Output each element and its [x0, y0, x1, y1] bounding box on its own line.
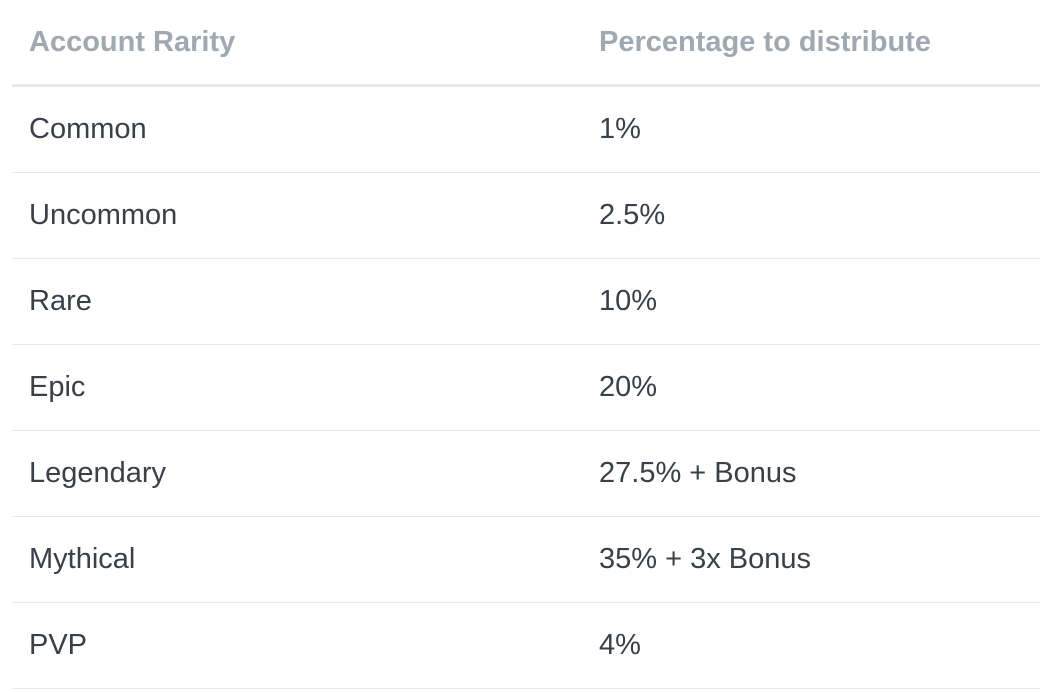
- table-row: Uncommon 2.5%: [12, 172, 1040, 259]
- rarity-cell: Common: [12, 85, 582, 173]
- table-row: PVP 4%: [12, 602, 1040, 689]
- table-body: Common 1% Uncommon 2.5% Rare 10% Epic 20…: [12, 85, 1040, 689]
- percentage-cell: 1%: [582, 85, 1040, 173]
- table-row: Epic 20%: [12, 344, 1040, 431]
- header-percentage-to-distribute: Percentage to distribute: [582, 0, 1040, 87]
- header-row: Account Rarity Percentage to distribute: [12, 0, 1040, 87]
- percentage-cell: 20%: [582, 344, 1040, 431]
- rarity-cell: Mythical: [12, 516, 582, 603]
- rarity-cell: Epic: [12, 344, 582, 431]
- percentage-cell: 27.5% + Bonus: [582, 430, 1040, 517]
- rarity-cell: Uncommon: [12, 172, 582, 259]
- table-row: Mythical 35% + 3x Bonus: [12, 516, 1040, 603]
- percentage-cell: 35% + 3x Bonus: [582, 516, 1040, 603]
- table-row: Rare 10%: [12, 258, 1040, 345]
- percentage-cell: 2.5%: [582, 172, 1040, 259]
- rarity-cell: PVP: [12, 602, 582, 689]
- rarity-cell: Rare: [12, 258, 582, 345]
- rarity-cell: Legendary: [12, 430, 582, 517]
- table-row: Legendary 27.5% + Bonus: [12, 430, 1040, 517]
- percentage-cell: 10%: [582, 258, 1040, 345]
- rarity-distribution-table: Account Rarity Percentage to distribute …: [12, 0, 1040, 689]
- table-header: Account Rarity Percentage to distribute: [12, 0, 1040, 87]
- header-account-rarity: Account Rarity: [12, 0, 582, 87]
- percentage-cell: 4%: [582, 602, 1040, 689]
- rarity-distribution-table-container: Account Rarity Percentage to distribute …: [12, 0, 1040, 689]
- table-row: Common 1%: [12, 85, 1040, 173]
